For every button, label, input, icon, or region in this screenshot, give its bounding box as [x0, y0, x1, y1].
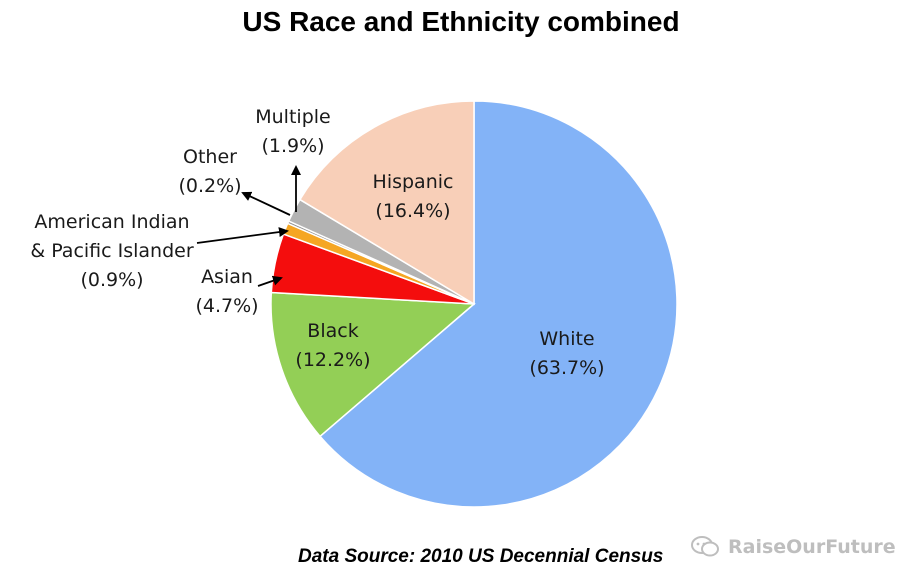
chat-bubble-icon	[691, 536, 719, 557]
slice-label-asian: Asian (4.7%)	[195, 266, 258, 317]
slice-label-hispanic: Hispanic (16.4%)	[373, 171, 454, 222]
watermark-text: RaiseOurFuture	[728, 536, 896, 558]
watermark: RaiseOurFuture	[690, 535, 896, 559]
slice-label-other: Other (0.2%)	[178, 146, 241, 197]
slice-label-black: Black (12.2%)	[295, 320, 370, 371]
leader-arrow-asian	[257, 275, 283, 287]
pie-slice-black	[270, 291, 476, 438]
slice-label-multiple: Multiple (1.9%)	[255, 106, 330, 157]
chart-title: US Race and Ethnicity combined	[242, 6, 680, 37]
data-source-note: Data Source: 2010 US Decennial Census	[298, 546, 664, 567]
slice-label-american-indian-pacific-islander: American Indian & Pacific Islander (0.9%)	[30, 211, 193, 291]
pie-slice-hispanic	[298, 100, 475, 306]
leader-arrow-other	[241, 191, 291, 216]
pie-slice-white	[318, 100, 678, 508]
slice-label-white: White (63.7%)	[529, 328, 604, 379]
leader-arrow-american-indian-pacific-islander	[196, 227, 289, 244]
